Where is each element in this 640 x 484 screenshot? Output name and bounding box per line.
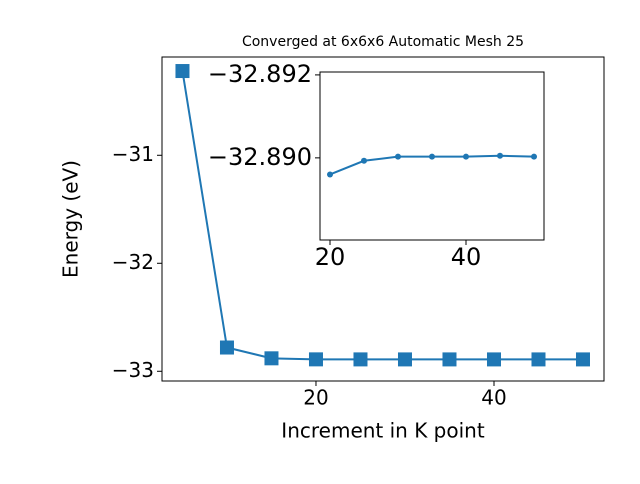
marker <box>397 352 412 367</box>
marker <box>326 171 333 178</box>
chart-title: Converged at 6x6x6 Automatic Mesh 25 <box>242 34 524 50</box>
marker <box>353 352 368 367</box>
x-tick-label: 20 <box>303 386 328 410</box>
x-tick-label: 20 <box>315 243 346 271</box>
data-line <box>181 70 583 361</box>
y-tick-label: −32.890 <box>208 143 312 171</box>
marker <box>442 352 457 367</box>
marker <box>394 153 401 160</box>
marker <box>531 153 538 160</box>
plot-frame <box>161 56 605 382</box>
y-tick-label: −32.892 <box>208 60 312 88</box>
marker <box>264 351 279 366</box>
marker <box>486 352 501 367</box>
marker <box>360 157 367 164</box>
marker <box>429 153 435 160</box>
y-tick-label: −31 <box>112 142 154 166</box>
marker <box>219 340 234 355</box>
marker <box>497 152 504 159</box>
marker <box>531 352 546 367</box>
x-axis-label: Increment in K point <box>281 419 485 443</box>
x-tick-label: 40 <box>451 243 482 271</box>
plot-frame <box>319 71 545 241</box>
marker <box>463 153 470 160</box>
y-tick-label: −32 <box>112 250 154 274</box>
marker <box>308 352 323 367</box>
y-axis-label: Energy (eV) <box>59 160 83 278</box>
x-tick-label: 40 <box>481 386 506 410</box>
marker <box>575 352 590 367</box>
marker <box>175 64 190 79</box>
y-tick-label: −33 <box>112 358 154 382</box>
